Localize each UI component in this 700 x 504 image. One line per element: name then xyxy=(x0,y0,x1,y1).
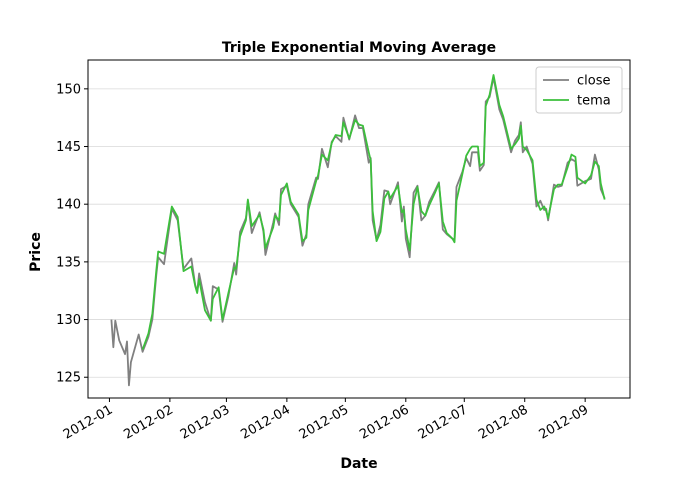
x-tick-label: 2012-02 xyxy=(121,402,176,442)
chart-title: Triple Exponential Moving Average xyxy=(222,40,496,56)
x-tick-label: 2012-04 xyxy=(238,402,293,442)
legend: close tema xyxy=(535,66,623,114)
x-tick-label: 2012-06 xyxy=(357,402,412,442)
y-tick-label: 140 xyxy=(56,198,81,213)
y-tick-label: 125 xyxy=(56,371,81,386)
legend-label: close xyxy=(577,74,610,89)
x-tick-label: 2012-01 xyxy=(61,402,116,442)
legend-label: tema xyxy=(577,94,611,109)
y-tick-label: 145 xyxy=(56,140,81,155)
y-tick-label: 130 xyxy=(56,313,81,328)
legend-box xyxy=(535,66,623,114)
plot-frame xyxy=(87,59,631,399)
x-tick-label: 2012-05 xyxy=(297,402,352,442)
y-tick-label: 135 xyxy=(56,255,81,270)
y-tick-label: 150 xyxy=(56,82,81,97)
x-tick-label: 2012-03 xyxy=(178,402,233,442)
x-axis-label: Date xyxy=(340,456,377,472)
x-tick-label: 2012-07 xyxy=(416,402,471,442)
y-axis-label: Price xyxy=(28,232,44,272)
x-tick-label: 2012-08 xyxy=(476,402,531,442)
x-tick-label: 2012-09 xyxy=(537,402,592,442)
line-tema xyxy=(141,74,606,350)
